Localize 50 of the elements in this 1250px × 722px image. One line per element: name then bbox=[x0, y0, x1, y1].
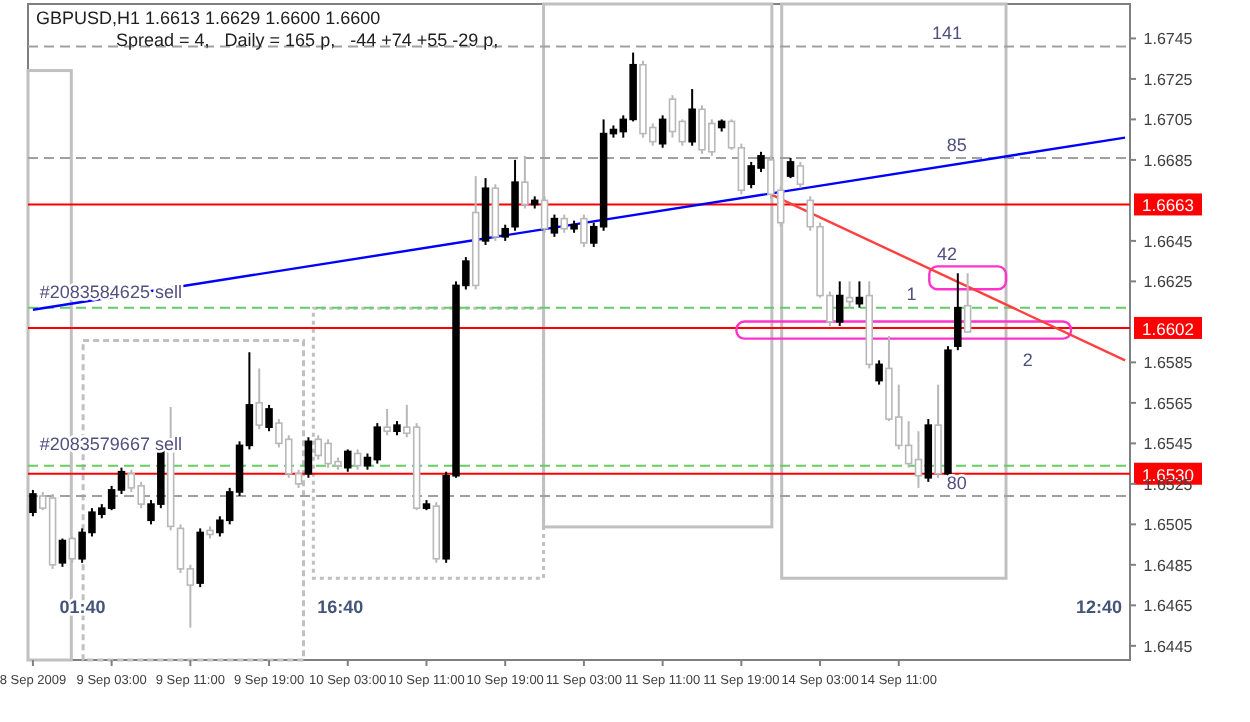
annotation: 141 bbox=[931, 23, 963, 44]
annotation: 85 bbox=[946, 134, 967, 155]
annotation: 80 bbox=[946, 472, 967, 493]
y-tick-label: 1.6585 bbox=[1143, 354, 1194, 373]
y-tick-label: 1.6485 bbox=[1143, 556, 1194, 575]
y-tick-label: 1.6705 bbox=[1143, 111, 1194, 130]
y-tick-label: 1.6745 bbox=[1143, 30, 1194, 49]
y-tick-label: 1.6645 bbox=[1143, 232, 1194, 251]
text: Spread = 4, Daily = 165 p, -44 +74 +55 -29 p, bbox=[116, 30, 499, 50]
y-tick-label: 1.6625 bbox=[1143, 273, 1194, 292]
ref-line-label: 1.6663 bbox=[1142, 195, 1195, 216]
y-tick-label: 1.6445 bbox=[1143, 637, 1194, 656]
annotation: #2083579667 sell bbox=[39, 434, 182, 455]
annotation: 12:40 bbox=[1076, 597, 1123, 618]
ref-line-label: 1.6602 bbox=[1142, 318, 1195, 339]
y-tick-label: 1.6725 bbox=[1143, 70, 1194, 89]
annotation: 42 bbox=[936, 243, 957, 264]
candlestick bbox=[353, 448, 362, 471]
annotation: 01:40 bbox=[59, 597, 106, 618]
candlestick bbox=[954, 272, 962, 352]
y-tick-label: 1.6505 bbox=[1143, 516, 1194, 535]
candlestick bbox=[963, 272, 972, 333]
y-tick-label: 1.6685 bbox=[1143, 151, 1194, 170]
candlestick bbox=[560, 213, 568, 234]
candlestick bbox=[540, 195, 549, 234]
candlestick bbox=[58, 537, 67, 568]
annotation: 16:40 bbox=[317, 597, 364, 618]
candlestick bbox=[68, 535, 77, 564]
candlestick bbox=[835, 280, 844, 327]
candlestick bbox=[304, 436, 313, 479]
y-tick-label: 1.6565 bbox=[1143, 394, 1194, 413]
candlestick bbox=[383, 407, 391, 437]
annotation: 2 bbox=[1022, 350, 1033, 371]
chart-title: GBPUSD,H1 1.6613 1.6629 1.6600 1.6600 bbox=[36, 8, 381, 28]
candlestick bbox=[29, 488, 37, 518]
candlestick bbox=[786, 156, 795, 180]
candlestick bbox=[796, 160, 805, 190]
candlestick bbox=[344, 448, 352, 473]
annotation: 1 bbox=[906, 283, 917, 304]
y-tick-label: 1.6545 bbox=[1143, 435, 1194, 454]
candlestick bbox=[875, 359, 883, 386]
candlestick bbox=[511, 158, 519, 232]
candlestick bbox=[658, 114, 667, 149]
candlestick bbox=[550, 213, 559, 238]
candlestick bbox=[521, 154, 529, 210]
candlestick bbox=[265, 403, 273, 433]
candlestick bbox=[688, 88, 696, 147]
candlestick bbox=[580, 213, 588, 248]
candlestick bbox=[255, 367, 263, 431]
y-tick-label: 1.6465 bbox=[1143, 597, 1194, 616]
